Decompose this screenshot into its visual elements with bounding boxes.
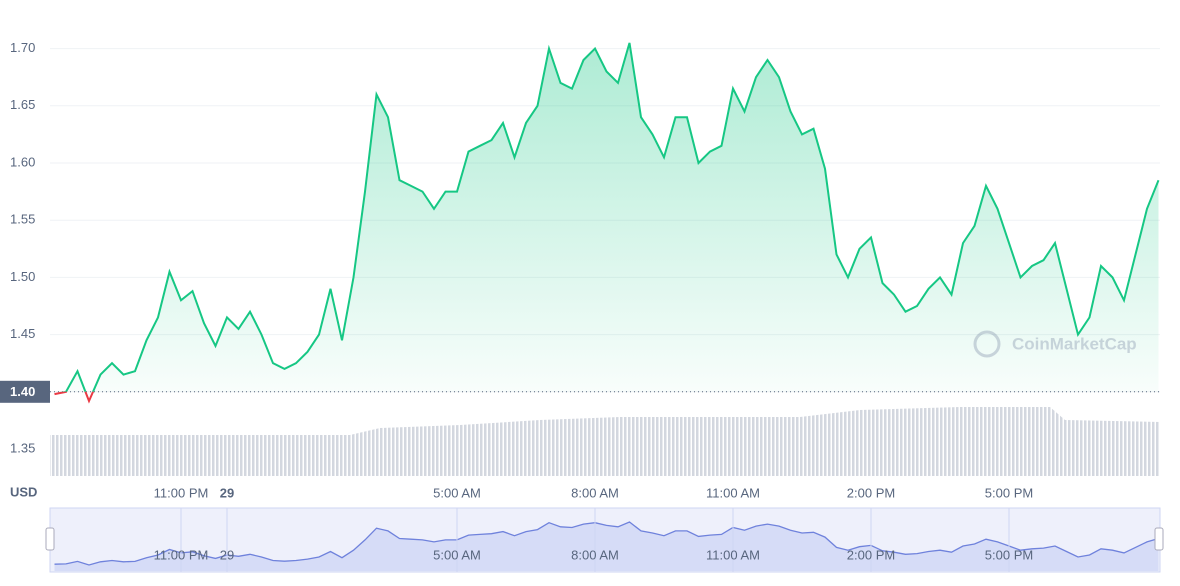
baseline-label-box [0, 380, 50, 403]
navigator-handle-right[interactable] [1154, 527, 1164, 551]
price-line-up [60, 42, 1160, 392]
navigator-tick-label: 11:00 AM [706, 547, 760, 562]
watermark-text: CoinMarketCap [1012, 334, 1137, 353]
y-tick-label: 1.35 [10, 440, 35, 455]
watermark: CoinMarketCap [973, 330, 1137, 358]
y-tick-label: 1.50 [10, 269, 35, 284]
navigator-handle-left[interactable] [45, 527, 55, 551]
x-tick-label: 11:00 PM [154, 485, 209, 500]
y-tick-label: 1.70 [10, 40, 35, 55]
x-tick-label: 2:00 PM [847, 485, 895, 500]
navigator-tick-label: 5:00 AM [433, 547, 481, 562]
navigator-tick-label: 5:00 PM [985, 547, 1033, 562]
x-tick-label: 8:00 AM [571, 485, 619, 500]
navigator-plot [54, 508, 1159, 572]
x-tick-label: 11:00 AM [706, 485, 760, 500]
y-tick-label: 1.40 [10, 384, 35, 399]
x-tick-label: 5:00 PM [985, 485, 1033, 500]
y-tick-label: 1.55 [10, 212, 35, 227]
navigator-tick-label: 2:00 PM [847, 547, 895, 562]
y-tick-label: 1.65 [10, 97, 35, 112]
navigator-line [54, 521, 1159, 566]
y-tick-label: 1.45 [10, 326, 35, 341]
x-tick-label: 29 [220, 485, 234, 500]
y-tick-label: 1.60 [10, 154, 35, 169]
navigator-tick-label: 29 [220, 547, 234, 562]
navigator-area [54, 522, 1159, 571]
volume-bars [50, 407, 1160, 476]
y-axis-label: USD [10, 484, 37, 499]
x-tick-label: 5:00 AM [433, 485, 481, 500]
plot [54, 42, 1160, 404]
navigator-tick-label: 11:00 PM [154, 547, 209, 562]
price-area [66, 42, 1159, 392]
navigator-tick-label: 8:00 AM [571, 547, 619, 562]
